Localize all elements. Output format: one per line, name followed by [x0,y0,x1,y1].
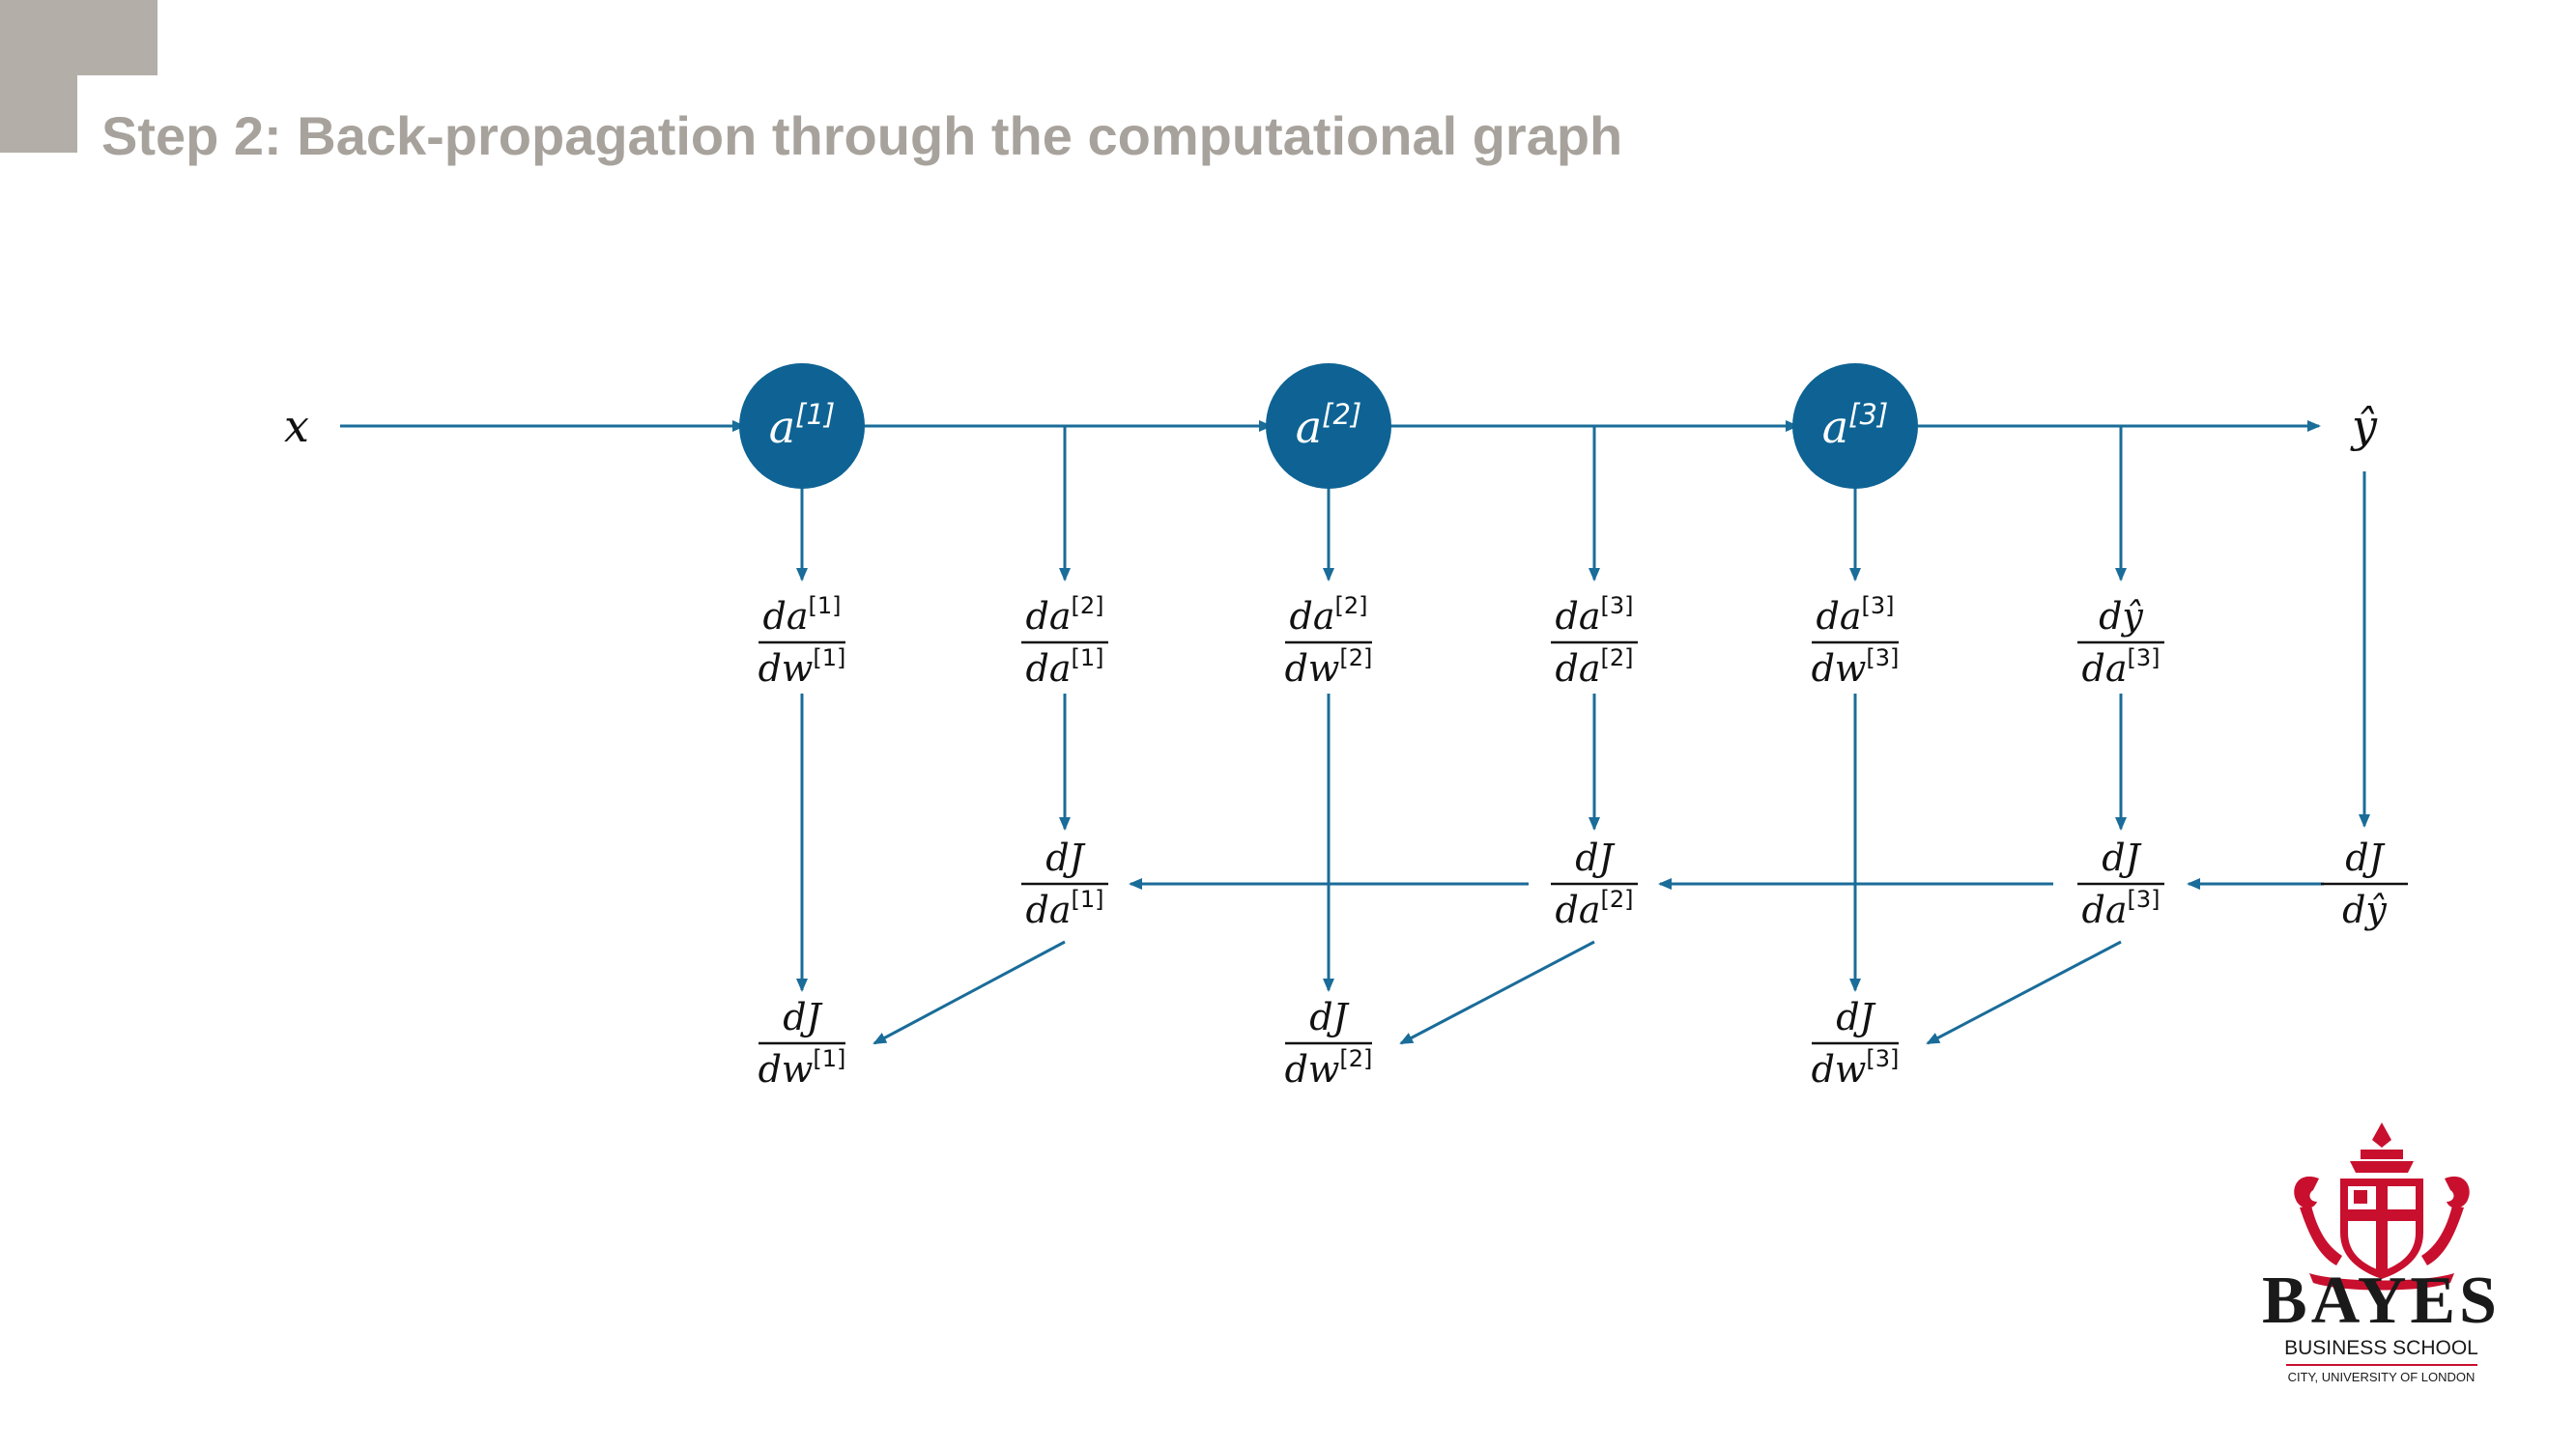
cost-activation-gradient-2-numerator: dJ [1575,837,1615,879]
activation-node-label-1: a[1] [769,398,836,453]
cost-weight-gradient-3-numerator: dJ [1836,996,1875,1038]
cost-activation-gradient-4-denominator: dŷ [2342,889,2387,931]
slide-title: Step 2: Back-propagation through the com… [101,105,1623,166]
cost-activation-gradient-1-denominator: da[1] [1026,886,1104,931]
edge-diag-weight-2 [1399,940,1595,1045]
cost-weight-gradient-3-denominator: dw[3] [1812,1045,1900,1091]
edge-diag-weight-3 [1926,940,2122,1045]
cost-weight-gradient-1-denominator: dw[1] [758,1045,846,1091]
cost-weight-gradient-1-numerator: dJ [783,996,822,1038]
local-derivative-3-denominator: dw[2] [1285,644,1373,690]
input-x: x [284,400,309,452]
local-derivative-5-numerator: da[3] [1817,592,1895,638]
logo-subtitle: BUSINESS SCHOOL [2284,1337,2478,1359]
local-derivative-1-denominator: dw[1] [758,644,846,690]
activation-node-label-3: a[3] [1822,398,1889,453]
output-yhat: ŷ [2350,400,2378,452]
logo-affiliation: CITY, UNIVERSITY OF LONDON [2287,1370,2476,1384]
bayes-crest-icon [2294,1122,2470,1291]
activation-node-3 [1792,363,1918,489]
cost-weight-gradient-2-numerator: dJ [1309,996,1349,1038]
local-derivative-6-denominator: da[3] [2082,644,2161,690]
edge-diag-weight-1 [873,940,1066,1045]
logo-wordmark: BAYES [2262,1264,2501,1338]
local-derivative-4-numerator: da[3] [1556,592,1634,638]
cost-activation-gradient-2-denominator: da[2] [1556,886,1634,931]
cost-activation-gradient-1-numerator: dJ [1045,837,1085,879]
cost-activation-gradient-3-denominator: da[3] [2082,886,2161,931]
cost-activation-gradient-4-numerator: dJ [2345,837,2385,879]
local-derivative-6-numerator: dŷ [2099,595,2143,638]
local-derivative-4-denominator: da[2] [1556,644,1634,690]
activation-node-1 [739,363,865,489]
activation-node-label-2: a[2] [1296,398,1362,453]
local-derivative-2-denominator: da[1] [1026,644,1104,690]
corner-decoration-vertical [0,0,77,153]
local-derivative-1-numerator: da[1] [763,592,842,638]
cost-activation-gradient-3-numerator: dJ [2102,837,2141,879]
logo-divider [2286,1364,2477,1366]
local-derivative-3-numerator: da[2] [1290,592,1368,638]
local-derivative-2-numerator: da[2] [1026,592,1104,638]
activation-node-2 [1266,363,1391,489]
cost-weight-gradient-2-denominator: dw[2] [1285,1045,1373,1091]
local-derivative-5-denominator: dw[3] [1812,644,1900,690]
